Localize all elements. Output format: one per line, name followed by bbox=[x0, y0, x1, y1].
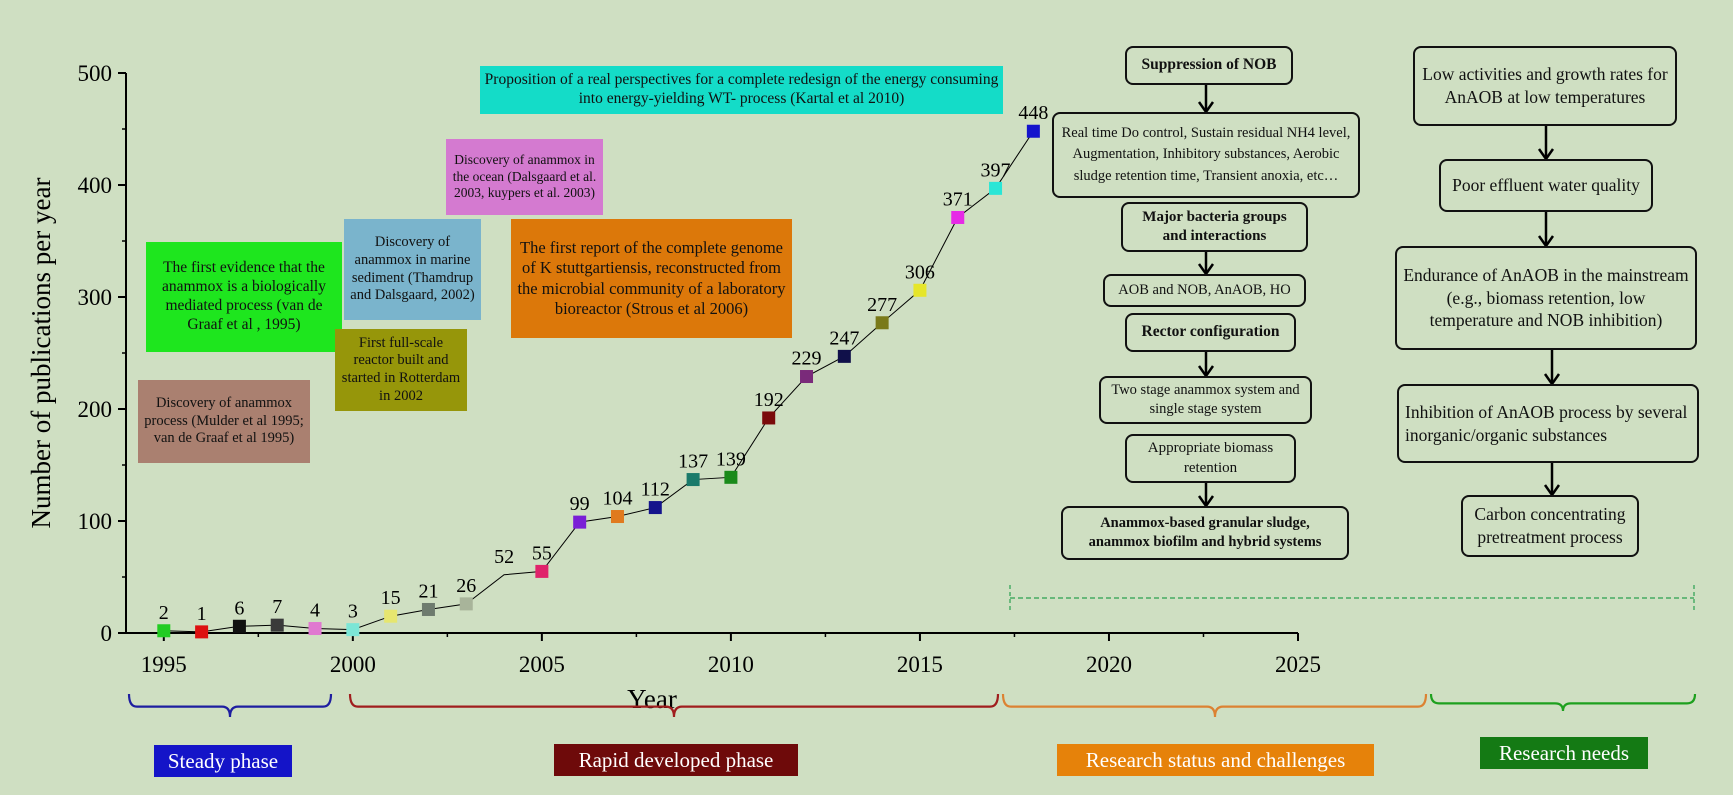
data-point-marker bbox=[459, 597, 473, 611]
data-point-label: 371 bbox=[943, 188, 973, 210]
data-point-label: 15 bbox=[381, 587, 401, 609]
flow-status-box-1: Real time Do control, Sustain residual N… bbox=[1052, 112, 1360, 198]
data-point-marker bbox=[913, 283, 927, 297]
flow-status-box-7: Anammox-based granular sludge, anammox b… bbox=[1061, 506, 1349, 560]
flow-needs-box-2: Endurance of AnAOB in the mainstream (e.… bbox=[1395, 246, 1697, 350]
annotation-biological: The first evidence that the anammox is a… bbox=[146, 242, 342, 352]
data-point-marker bbox=[686, 473, 700, 487]
data-point-label: 52 bbox=[494, 546, 514, 568]
flow-status-box-0: Suppression of NOB bbox=[1125, 46, 1293, 85]
flow-needs-box-3: Inhibition of AnAOB process by several i… bbox=[1397, 384, 1699, 463]
annotation-ocean: Discovery of anammox in the ocean (Dalsg… bbox=[446, 139, 603, 215]
annotation-kartal: Proposition of a real perspectives for a… bbox=[480, 66, 1003, 114]
x-tick-label: 1995 bbox=[141, 652, 187, 677]
annotation-discovery: Discovery of anammox process (Mulder et … bbox=[138, 380, 310, 463]
data-point-marker bbox=[762, 411, 776, 425]
flow-status-box-4: Rector configuration bbox=[1125, 313, 1296, 352]
annotation-marine-sediment: Discovery of anammox in marine sediment … bbox=[344, 219, 481, 320]
data-point-marker bbox=[875, 316, 889, 330]
data-point-label: 104 bbox=[602, 488, 632, 510]
data-point-label: 139 bbox=[716, 448, 746, 470]
phase-brace bbox=[1001, 693, 1428, 718]
data-point-marker bbox=[346, 623, 360, 637]
x-tick-label: 2015 bbox=[897, 652, 943, 677]
phase-label-research-needs: Research needs bbox=[1480, 737, 1648, 769]
data-point-marker bbox=[195, 625, 209, 639]
data-point-marker bbox=[610, 510, 624, 524]
data-point-label: 2 bbox=[159, 602, 169, 624]
data-point-label: 192 bbox=[754, 389, 784, 411]
flow-status-box-3: AOB and NOB, AnAOB, HO bbox=[1103, 274, 1306, 307]
phase-brace bbox=[127, 693, 333, 718]
flow-needs-box-1: Poor effluent water quality bbox=[1439, 159, 1653, 212]
data-point-label: 99 bbox=[570, 493, 590, 515]
data-point-label: 247 bbox=[829, 327, 859, 349]
flow-needs-box-4: Carbon concentrating pretreatment proces… bbox=[1461, 495, 1639, 557]
flow-status-box-6: Appropriate biomass retention bbox=[1125, 434, 1296, 483]
data-point-label: 397 bbox=[981, 159, 1011, 181]
data-point-marker bbox=[384, 609, 398, 623]
data-point-marker bbox=[837, 349, 851, 363]
data-point-label: 55 bbox=[532, 542, 552, 564]
data-point-label: 26 bbox=[456, 575, 476, 597]
data-point-label: 137 bbox=[678, 451, 708, 473]
flow-needs-box-0: Low activities and growth rates for AnAO… bbox=[1413, 46, 1677, 126]
data-point-label: 7 bbox=[272, 596, 282, 618]
annotation-full-scale: First full-scale reactor built and start… bbox=[335, 329, 467, 411]
data-point-label: 448 bbox=[1018, 102, 1048, 124]
data-point-marker bbox=[1026, 124, 1040, 138]
data-point-marker bbox=[648, 501, 662, 515]
phase-label-steady: Steady phase bbox=[154, 745, 292, 777]
data-point-marker bbox=[232, 619, 246, 633]
data-point-label: 306 bbox=[905, 261, 935, 283]
flow-status-box-2: Major bacteria groups and interactions bbox=[1121, 202, 1308, 252]
y-tick-label: 0 bbox=[101, 621, 113, 646]
phase-brace bbox=[1429, 693, 1697, 712]
data-point-label: 277 bbox=[867, 294, 897, 316]
x-tick-label: 2025 bbox=[1275, 652, 1321, 677]
data-point-label: 112 bbox=[641, 479, 670, 501]
data-point-label: 229 bbox=[792, 348, 822, 370]
data-point-marker bbox=[270, 618, 284, 632]
data-point-marker bbox=[573, 515, 587, 529]
data-point-marker bbox=[724, 470, 738, 484]
x-axis-title: Year bbox=[627, 684, 677, 714]
y-tick-label: 100 bbox=[78, 509, 113, 534]
x-tick-label: 2005 bbox=[519, 652, 565, 677]
data-point-label: 3 bbox=[348, 601, 358, 623]
data-point-marker bbox=[421, 602, 435, 616]
data-point-marker bbox=[157, 624, 171, 638]
data-point-label: 4 bbox=[310, 600, 320, 622]
data-point-marker bbox=[989, 181, 1003, 195]
phase-label-rapid: Rapid developed phase bbox=[554, 744, 798, 776]
phase-label-research-status: Research status and challenges bbox=[1057, 744, 1374, 776]
x-tick-label: 2000 bbox=[330, 652, 376, 677]
y-tick-label: 500 bbox=[78, 61, 113, 86]
y-tick-label: 200 bbox=[78, 397, 113, 422]
phase-brace bbox=[348, 693, 1000, 718]
annotation-genome: The first report of the complete genome … bbox=[511, 219, 792, 338]
x-tick-label: 2010 bbox=[708, 652, 754, 677]
y-tick-label: 400 bbox=[78, 173, 113, 198]
y-axis-title: Number of publications per year bbox=[26, 178, 56, 529]
data-point-label: 6 bbox=[234, 597, 244, 619]
data-point-marker bbox=[951, 210, 965, 224]
data-point-label: 21 bbox=[418, 580, 438, 602]
flow-status-box-5: Two stage anammox system and single stag… bbox=[1099, 376, 1312, 424]
data-point-marker bbox=[535, 564, 549, 578]
data-point-marker bbox=[308, 622, 322, 636]
data-point-marker bbox=[800, 370, 814, 384]
x-tick-label: 2020 bbox=[1086, 652, 1132, 677]
y-tick-label: 300 bbox=[78, 285, 113, 310]
data-point-label: 1 bbox=[197, 603, 207, 625]
